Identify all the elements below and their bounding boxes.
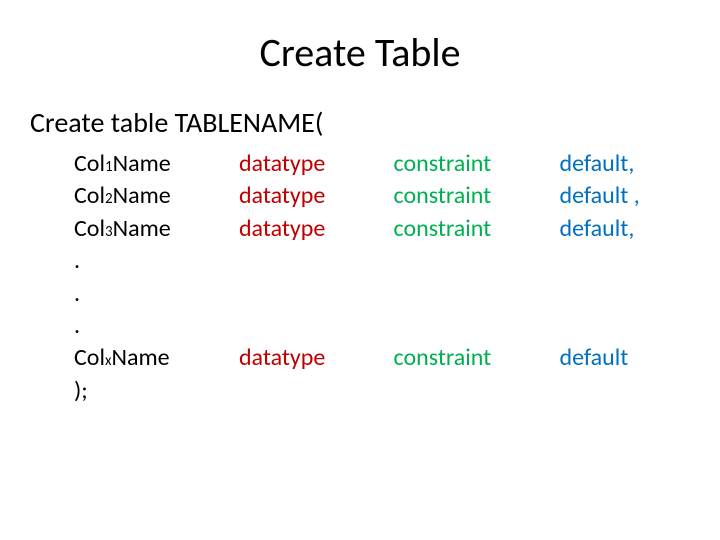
col1-constraint: constraint [394,148,542,180]
slide: Create Table Create table TABLENAME( Col… [0,0,720,540]
col-prefix: Col [74,214,105,243]
col3-datatype: datatype [239,213,376,245]
col-suffix: Name [113,181,171,210]
col-suffix: Name [113,214,171,243]
slide-title: Create Table [30,28,690,77]
column-grid: Col1Name datatype constraint default, Co… [74,148,690,375]
col2-datatype: datatype [239,180,376,212]
col-subscript: 2 [105,190,113,208]
ellipsis-dot: . [74,278,690,310]
ellipsis-dot: . [74,310,690,342]
col3-default: default, [559,213,690,245]
col-prefix: Col [74,181,105,210]
ellipsis-dot: . [74,245,690,277]
col1-name: Col1Name [74,148,221,180]
colx-constraint: constraint [394,342,542,374]
closing-paren: ); [74,375,690,407]
col-suffix: Name [111,343,169,372]
col-prefix: Col [74,343,105,372]
create-table-intro: Create table TABLENAME( [30,105,690,140]
col3-constraint: constraint [394,213,542,245]
colx-datatype: datatype [239,342,376,374]
col-prefix: Col [74,149,105,178]
col3-name: Col3Name [74,213,221,245]
col-subscript: 3 [105,223,113,241]
col-subscript: 1 [105,158,113,176]
col1-datatype: datatype [239,148,376,180]
colx-name: ColxName [74,342,221,374]
colx-default: default [559,342,690,374]
col2-name: Col2Name [74,180,221,212]
col-suffix: Name [113,149,171,178]
col2-default: default , [559,180,690,212]
col2-constraint: constraint [394,180,542,212]
col1-default: default, [559,148,690,180]
